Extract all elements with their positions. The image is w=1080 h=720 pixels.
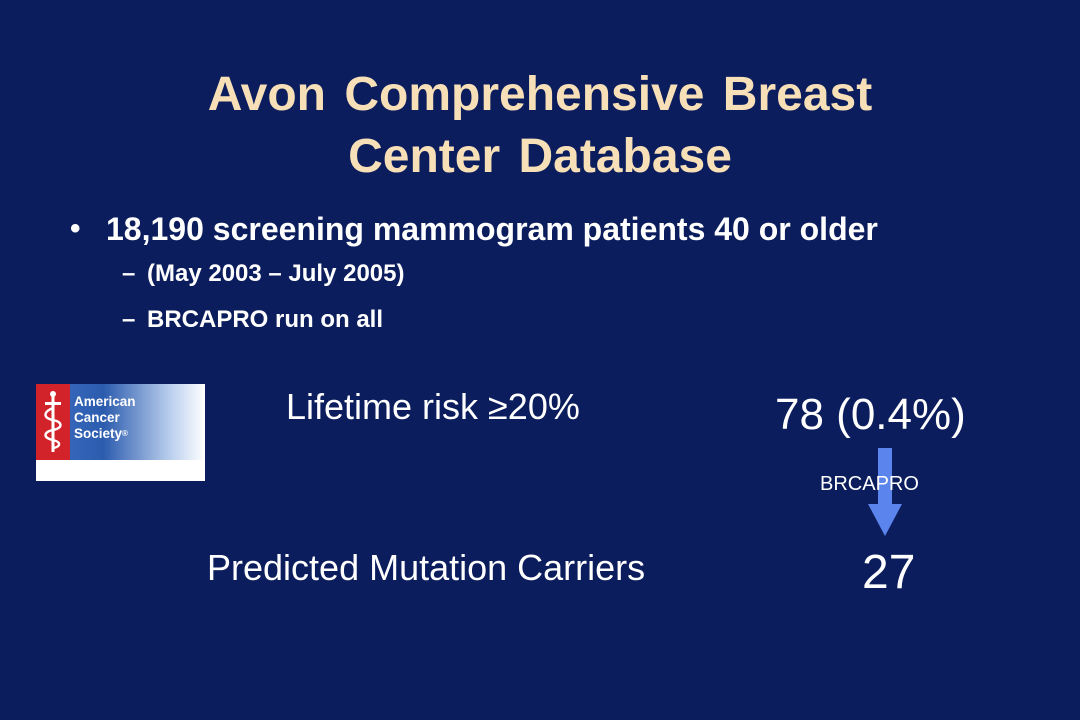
lifetime-risk-value: 78 (0.4%) xyxy=(775,390,966,439)
down-arrow-icon xyxy=(868,448,902,536)
sub-bullet-brcapro-text: BRCAPRO run on all xyxy=(147,306,384,333)
logo-wordmark: American Cancer Society® xyxy=(74,394,204,442)
sub-bullet-brcapro: – BRCAPRO run on all xyxy=(70,297,1050,343)
lifetime-risk-label: Lifetime risk ≥20% xyxy=(286,386,580,427)
american-cancer-society-logo: American Cancer Society® xyxy=(36,384,205,481)
registered-mark: ® xyxy=(122,429,128,438)
predicted-carriers-value: 27 xyxy=(862,546,916,599)
sub-bullet-dash-icon: – xyxy=(122,306,136,333)
bullet-text: 18,190 screening mammogram patients 40 o… xyxy=(106,211,878,247)
logo-text-society: Society xyxy=(74,426,123,441)
sub-bullet-dash-icon: – xyxy=(122,260,136,287)
bullet-list: • 18,190 screening mammogram patients 40… xyxy=(70,207,1050,343)
sub-bullet-dates-text: (May 2003 – July 2005) xyxy=(147,260,405,287)
slide-title-line-1: Avon Comprehensive Breast xyxy=(207,68,873,121)
bullet-dot-icon: • xyxy=(70,212,81,245)
predicted-carriers-label: Predicted Mutation Carriers xyxy=(207,547,646,588)
logo-text-cancer: Cancer xyxy=(74,410,120,425)
brcapro-arrow-label: BRCAPRO xyxy=(820,473,919,495)
logo-text-american: American xyxy=(74,394,136,409)
sword-and-snake-icon xyxy=(44,391,62,452)
sub-bullet-dates: – (May 2003 – July 2005) xyxy=(70,251,1050,297)
slide-title-line-2: Center Database xyxy=(348,130,732,183)
slide-title: Avon Comprehensive Breast Center Databas… xyxy=(0,64,1080,188)
bullet-item: • 18,190 screening mammogram patients 40… xyxy=(70,207,1050,251)
